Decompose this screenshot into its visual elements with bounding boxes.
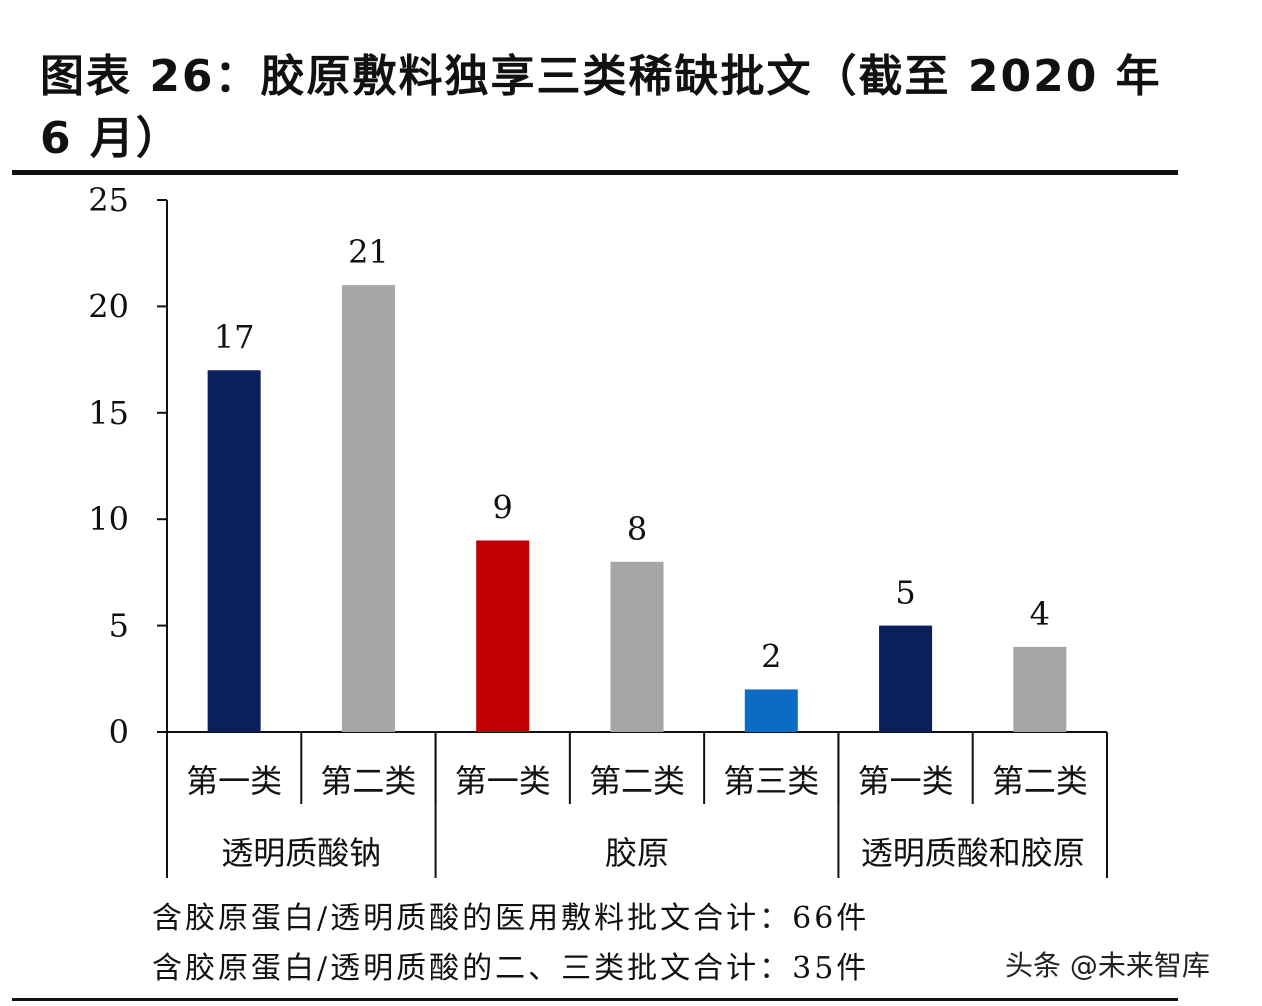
- bar-value-label: 4: [1030, 595, 1050, 633]
- category-label: 第二类: [992, 762, 1088, 800]
- bar-value-label: 8: [627, 510, 647, 548]
- y-tick-label: 15: [88, 394, 129, 432]
- y-tick-label: 0: [109, 713, 129, 751]
- bar-chart: 0 5 10 15 20 25 17 第一类 21 第二类 9 第一类 8 第二类 2 第三类 5 第一类 4 第二类…: [88, 181, 1108, 878]
- title-rule: [12, 170, 1178, 175]
- category-label: 第一类: [455, 762, 551, 800]
- bar-value-label: 9: [493, 488, 513, 526]
- group-label: 透明质酸钠: [221, 834, 381, 872]
- bar: [476, 540, 530, 732]
- bar: [341, 285, 395, 732]
- note-total-approvals: 含胶原蛋白/透明质酸的医用敷料批文合计：66件: [152, 901, 870, 936]
- y-tick-label: 5: [109, 607, 129, 645]
- category-label: 第三类: [723, 762, 819, 800]
- bottom-rule: [12, 998, 1178, 1001]
- watermark: 头条 @未来智库: [1005, 949, 1210, 982]
- category-label: 第二类: [320, 762, 416, 800]
- y-tick-label: 10: [88, 500, 129, 538]
- chart-title: 图表 26：胶原敷料独享三类稀缺批文（截至 2020 年 6 月）: [40, 51, 1162, 164]
- group-label: 胶原: [605, 834, 669, 872]
- bar: [610, 561, 664, 732]
- bar: [1013, 646, 1067, 732]
- category-label: 第一类: [858, 762, 954, 800]
- note-class-2-3-approvals: 含胶原蛋白/透明质酸的二、三类批文合计：35件: [152, 951, 870, 986]
- category-label: 第一类: [186, 762, 282, 800]
- bar: [879, 625, 933, 732]
- category-label: 第二类: [589, 762, 685, 800]
- bar-value-label: 2: [761, 637, 781, 675]
- group-label: 透明质酸和胶原: [861, 834, 1085, 872]
- bar: [207, 370, 261, 732]
- y-tick-label: 20: [88, 287, 129, 325]
- bar-value-label: 21: [348, 233, 389, 271]
- bar: [744, 689, 798, 732]
- bar-value-label: 5: [895, 574, 915, 612]
- bar-value-label: 17: [214, 318, 255, 356]
- y-tick-label: 25: [88, 181, 129, 219]
